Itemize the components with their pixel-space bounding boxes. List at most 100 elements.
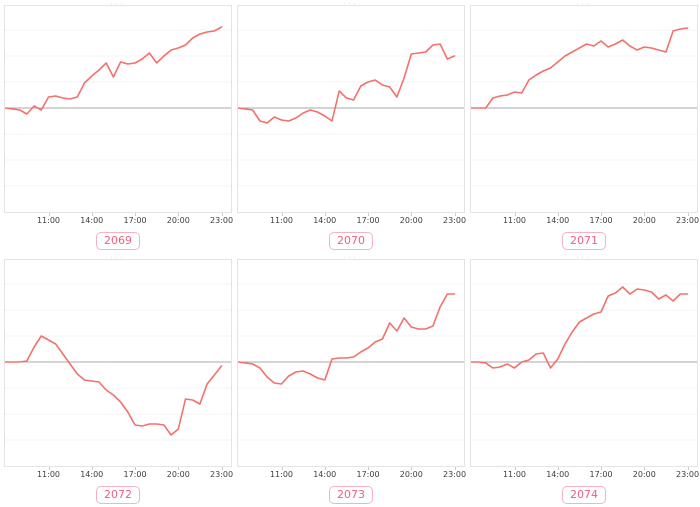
x-tick-label: 20:00 bbox=[399, 216, 423, 225]
x-tick-label: 17:00 bbox=[356, 470, 380, 479]
axis-tick bbox=[221, 213, 223, 216]
series-badge[interactable]: 2070 bbox=[329, 232, 373, 250]
series-line bbox=[5, 26, 223, 115]
x-tick-label: 20:00 bbox=[632, 216, 656, 225]
x-tick-label: 17:00 bbox=[589, 216, 613, 225]
axis-tick bbox=[91, 213, 93, 216]
axis-tick bbox=[368, 213, 370, 216]
x-tick-label: 14:00 bbox=[546, 470, 570, 479]
axis-tick bbox=[557, 467, 559, 470]
x-tick-label: 23:00 bbox=[443, 470, 467, 479]
x-axis: 11:00 14:00 17:00 20:00 23:00 bbox=[237, 213, 466, 227]
axis-tick bbox=[454, 213, 456, 216]
axis-tick bbox=[411, 213, 413, 216]
plot-area[interactable] bbox=[4, 5, 232, 213]
clipped-title-remnant: ··· bbox=[110, 255, 126, 259]
badge-row: 2069 bbox=[4, 227, 232, 253]
x-tick-label: 14:00 bbox=[80, 216, 104, 225]
clipped-title-remnant: ··· bbox=[576, 1, 592, 5]
x-tick-label: 11:00 bbox=[36, 470, 61, 479]
plot-area[interactable] bbox=[4, 259, 232, 467]
axis-tick bbox=[48, 213, 50, 216]
clipped-title-remnant: ··· bbox=[343, 255, 359, 259]
x-tick-label: 23:00 bbox=[210, 470, 234, 479]
axis-tick bbox=[368, 467, 370, 470]
badge-row: 2070 bbox=[237, 227, 465, 253]
x-tick-label: 11:00 bbox=[502, 470, 527, 479]
x-tick-label: 23:00 bbox=[676, 470, 700, 479]
axis-tick bbox=[601, 467, 603, 470]
series-line bbox=[238, 293, 456, 385]
x-tick-label: 14:00 bbox=[313, 470, 337, 479]
axis-tick bbox=[644, 213, 646, 216]
x-tick-label: 14:00 bbox=[80, 470, 104, 479]
axis-tick bbox=[454, 467, 456, 470]
plot-area[interactable] bbox=[237, 5, 465, 213]
chart-cell: ··· 11:00 14:00 17:00 20:00 23:00 2072 bbox=[4, 255, 233, 507]
series-badge[interactable]: 2071 bbox=[562, 232, 606, 250]
x-tick-label: 20:00 bbox=[166, 470, 190, 479]
x-tick-label: 23:00 bbox=[443, 216, 467, 225]
series-line bbox=[471, 286, 689, 369]
axis-tick bbox=[281, 467, 283, 470]
chart-cell: ··· 11:00 14:00 17:00 20:00 23:00 2071 bbox=[470, 1, 700, 253]
x-tick-label: 14:00 bbox=[546, 216, 570, 225]
axis-tick bbox=[514, 213, 516, 216]
clipped-title-remnant: ··· bbox=[110, 1, 126, 5]
axis-tick bbox=[324, 467, 326, 470]
x-tick-label: 20:00 bbox=[166, 216, 190, 225]
plot-area[interactable] bbox=[470, 5, 698, 213]
chart-cell: ··· 11:00 14:00 17:00 20:00 23:00 2074 bbox=[470, 255, 700, 507]
x-tick-label: 17:00 bbox=[356, 216, 380, 225]
x-tick-label: 11:00 bbox=[269, 470, 294, 479]
x-tick-label: 17:00 bbox=[589, 470, 613, 479]
series-badge[interactable]: 2073 bbox=[329, 486, 373, 504]
clipped-title-remnant: ··· bbox=[343, 1, 359, 5]
axis-tick bbox=[135, 467, 137, 470]
x-tick-label: 23:00 bbox=[210, 216, 234, 225]
x-axis: 11:00 14:00 17:00 20:00 23:00 bbox=[4, 467, 233, 481]
x-tick-label: 17:00 bbox=[123, 470, 147, 479]
chart-cell: ··· 11:00 14:00 17:00 20:00 23:00 2070 bbox=[237, 1, 466, 253]
x-tick-label: 11:00 bbox=[269, 216, 294, 225]
x-axis: 11:00 14:00 17:00 20:00 23:00 bbox=[237, 467, 466, 481]
chart-cell: ··· 11:00 14:00 17:00 20:00 23:00 2073 bbox=[237, 255, 466, 507]
x-tick-label: 14:00 bbox=[313, 216, 337, 225]
x-tick-label: 20:00 bbox=[399, 470, 423, 479]
axis-tick bbox=[48, 467, 50, 470]
axis-tick bbox=[91, 467, 93, 470]
axis-tick bbox=[601, 213, 603, 216]
axis-tick bbox=[178, 467, 180, 470]
x-tick-label: 23:00 bbox=[676, 216, 700, 225]
x-axis: 11:00 14:00 17:00 20:00 23:00 bbox=[470, 213, 700, 227]
series-line bbox=[471, 27, 689, 109]
series-line bbox=[5, 335, 223, 436]
chart-cell: ··· 11:00 14:00 17:00 20:00 23:00 2069 bbox=[4, 1, 233, 253]
plot-area[interactable] bbox=[470, 259, 698, 467]
badge-row: 2073 bbox=[237, 481, 465, 507]
series-badge[interactable]: 2072 bbox=[96, 486, 140, 504]
x-tick-label: 11:00 bbox=[502, 216, 527, 225]
axis-tick bbox=[178, 213, 180, 216]
badge-row: 2074 bbox=[470, 481, 698, 507]
x-tick-label: 17:00 bbox=[123, 216, 147, 225]
series-badge[interactable]: 2069 bbox=[96, 232, 140, 250]
badge-row: 2071 bbox=[470, 227, 698, 253]
x-axis: 11:00 14:00 17:00 20:00 23:00 bbox=[470, 467, 700, 481]
axis-tick bbox=[687, 467, 689, 470]
x-tick-label: 20:00 bbox=[632, 470, 656, 479]
axis-tick bbox=[281, 213, 283, 216]
axis-tick bbox=[221, 467, 223, 470]
axis-tick bbox=[411, 467, 413, 470]
axis-tick bbox=[687, 213, 689, 216]
badge-row: 2072 bbox=[4, 481, 232, 507]
plot-area[interactable] bbox=[237, 259, 465, 467]
axis-tick bbox=[514, 467, 516, 470]
axis-tick bbox=[324, 213, 326, 216]
x-axis: 11:00 14:00 17:00 20:00 23:00 bbox=[4, 213, 233, 227]
axis-tick bbox=[557, 213, 559, 216]
series-line bbox=[238, 43, 456, 124]
x-tick-label: 11:00 bbox=[36, 216, 61, 225]
series-badge[interactable]: 2074 bbox=[562, 486, 606, 504]
